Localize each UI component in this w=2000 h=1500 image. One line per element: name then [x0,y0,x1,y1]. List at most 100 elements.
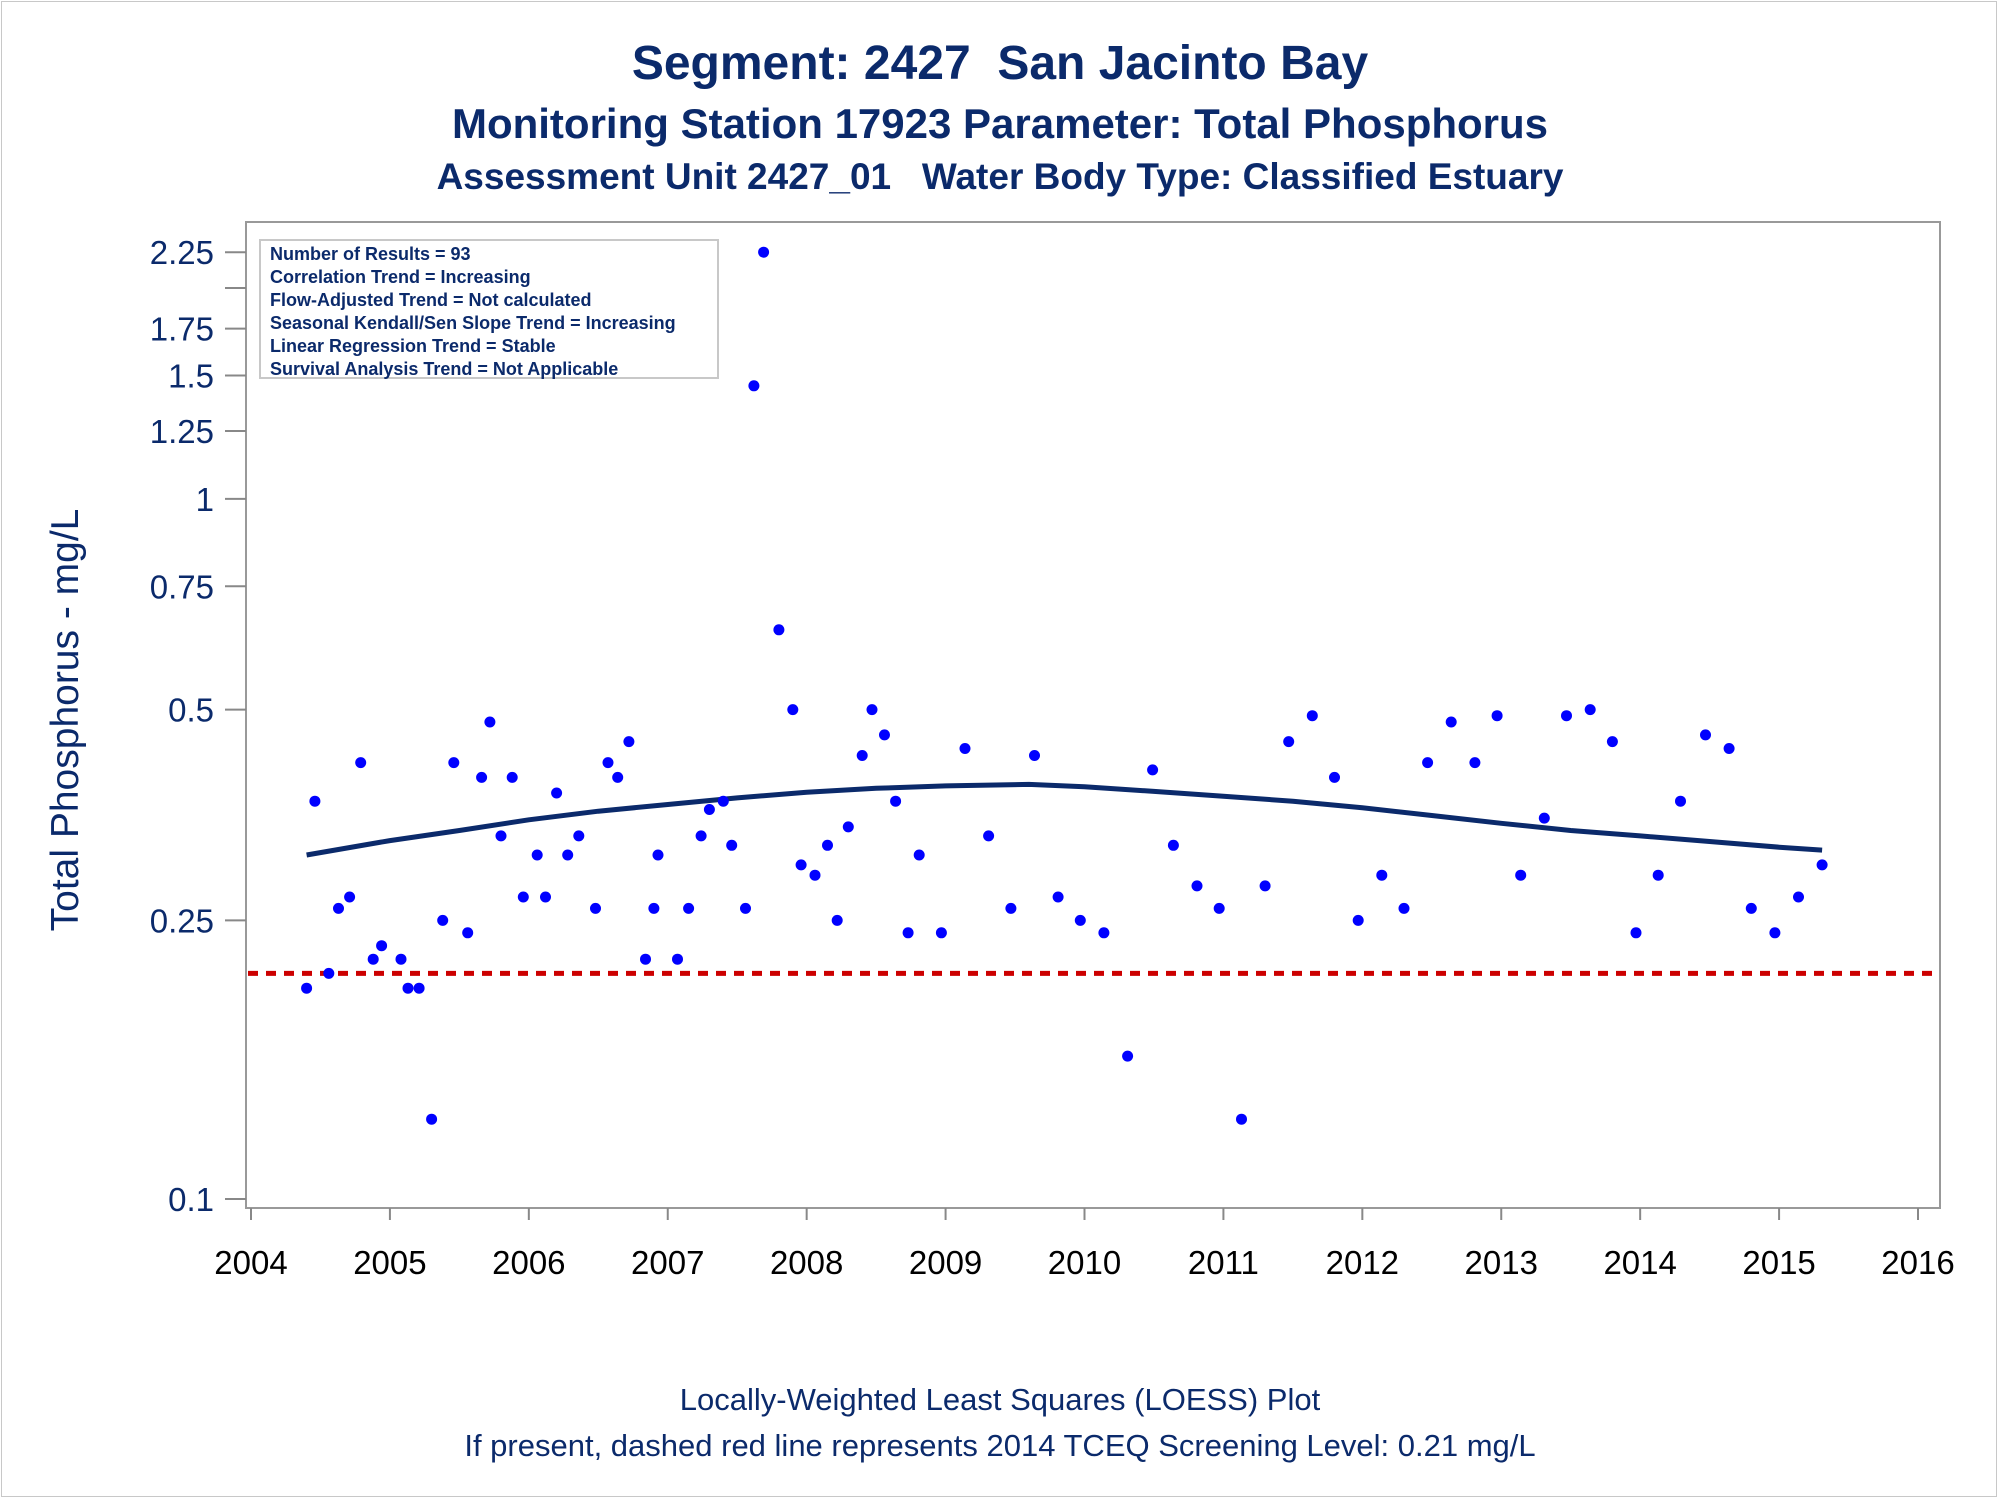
data-point [402,982,414,994]
y-tick-label: 2.25 [150,234,214,271]
y-tick-label: 1.75 [150,311,214,348]
data-point [1283,736,1295,748]
data-point [506,771,518,783]
data-point [355,757,367,769]
data-point [1074,914,1086,926]
data-point [1469,757,1481,769]
data-point [367,953,379,965]
data-point [726,839,738,851]
data-point [1652,869,1664,881]
data-point [1052,891,1064,903]
data-point [748,380,760,392]
y-tick-label: 1.5 [168,358,214,395]
data-point [1306,710,1318,722]
data-point [1352,914,1364,926]
data-point [551,787,563,799]
data-point [652,849,664,861]
data-point [842,821,854,833]
data-point [517,891,529,903]
data-point [1213,902,1225,914]
data-point [612,771,624,783]
data-point [484,716,496,728]
loess-group [306,781,1823,858]
stat-line: Seasonal Kendall/Sen Slope Trend = Incre… [270,313,676,333]
data-point [879,729,890,741]
data-point [426,1113,438,1125]
data-point [1147,764,1159,776]
data-point [1584,704,1596,716]
data-point [695,830,707,842]
data-point [890,795,902,807]
data-point [1769,927,1781,939]
y-tick-label: 0.75 [150,568,214,605]
data-point [301,982,313,994]
x-tick-label: 2012 [1326,1244,1399,1281]
data-point [1029,750,1040,761]
data-point [640,953,651,965]
trend-stats-box: Number of Results = 93 Correlation Trend… [259,239,719,379]
data-point [1259,880,1271,892]
data-point [856,750,868,761]
data-point [795,859,807,871]
x-tick-label: 2007 [631,1244,704,1281]
data-point [462,927,474,939]
y-axis-label: Total Phosphorus - mg/L [44,509,87,932]
x-tick-label: 2004 [214,1244,287,1281]
data-point [590,902,601,914]
y-tick-label: 1.25 [150,413,214,450]
data-point [672,953,683,965]
footer-plot-type: Locally-Weighted Least Squares (LOESS) P… [679,1382,1321,1417]
data-point [809,869,821,881]
x-tick-label: 2014 [1603,1244,1676,1281]
x-tick-label: 2015 [1742,1244,1815,1281]
data-point [437,914,449,926]
data-point [495,830,507,842]
data-point [703,804,715,815]
data-point [1561,710,1572,722]
data-point [1700,729,1711,741]
x-tick-label: 2013 [1465,1244,1538,1281]
data-point [602,757,614,769]
footer-screening-note: If present, dashed red line represents 2… [464,1428,1536,1463]
data-point [959,743,971,754]
data-point [983,830,995,842]
data-point [623,736,635,748]
data-point [1630,927,1642,939]
axes-group: 2004 2005 2006 2007 2008 2009 2010 2011 2012 2013… [150,234,1955,1281]
data-point [476,771,488,783]
data-point [573,830,585,842]
data-point [1793,891,1804,903]
data-point [913,849,925,861]
data-point [866,704,878,716]
data-point [1398,902,1410,914]
x-tick-label: 2008 [770,1244,843,1281]
x-tick-label: 2006 [492,1244,565,1281]
y-tick-label: 1 [196,481,214,518]
data-point [309,795,321,807]
data-point [1723,743,1735,754]
x-tick-label: 2005 [353,1244,426,1281]
data-point [773,624,785,636]
data-point [1816,859,1828,871]
data-point [717,795,729,807]
data-point [740,902,751,914]
data-point [413,982,425,994]
data-point [1491,710,1503,722]
data-point [1515,869,1527,881]
data-point [333,902,344,914]
chart-subtitle: Monitoring Station 17923 Parameter: Tota… [451,100,1549,147]
data-point [1329,771,1340,783]
data-point [1538,812,1550,824]
stat-line: Linear Regression Trend = Stable [270,336,556,356]
data-point [1606,736,1618,748]
loess-curve [306,781,1823,858]
y-tick-label: 0.1 [168,1181,214,1218]
data-point [935,927,947,939]
data-point [1445,716,1457,728]
data-point [1098,927,1110,939]
data-point [831,914,843,926]
data-point [1236,1113,1247,1125]
chart-subtitle-2: Assessment Unit 2427_01 Water Body Type:… [436,156,1564,197]
chart-title: Segment: 2427 San Jacinto Bay [631,37,1369,90]
